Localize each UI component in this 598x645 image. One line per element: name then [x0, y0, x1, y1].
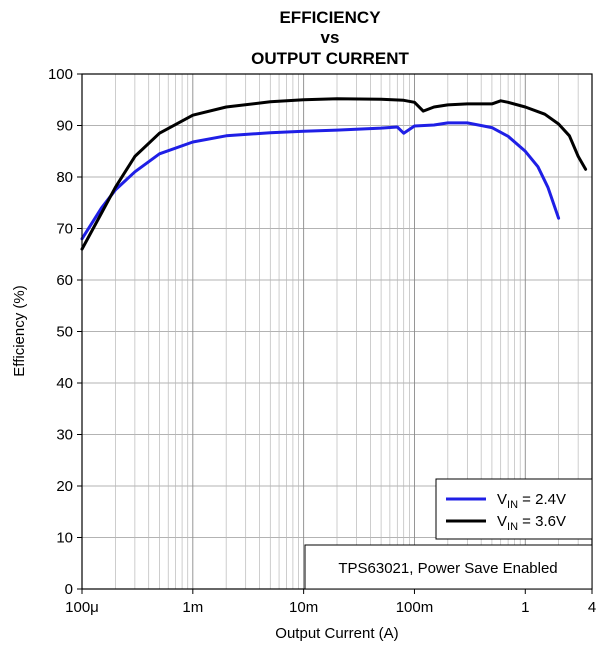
annotation: TPS63021, Power Save Enabled — [304, 544, 593, 590]
legend-label-1: VIN = 2.4V — [497, 491, 566, 511]
y-tick-label: 0 — [65, 581, 73, 598]
x-tick-label: 4 — [588, 599, 596, 616]
x-tick-label: 1m — [182, 599, 203, 616]
y-tick-label: 80 — [56, 169, 73, 186]
series-lines — [80, 97, 588, 251]
annotation-text: TPS63021, Power Save Enabled — [338, 560, 557, 577]
y-tick-label: 10 — [56, 530, 73, 547]
series-line-1 — [80, 121, 561, 241]
chart-title-line-3: OUTPUT CURRENT — [251, 49, 409, 68]
y-tick-label: 40 — [56, 375, 73, 392]
y-tick-label: 50 — [56, 324, 73, 341]
annotation-box — [304, 544, 593, 590]
series-line-2 — [80, 97, 588, 251]
x-tick-label: 10m — [289, 599, 318, 616]
chart-title-line-1: EFFICIENCY — [279, 8, 381, 27]
y-tick-label: 30 — [56, 427, 73, 444]
y-tick-label: 100 — [48, 66, 73, 83]
y-tick-label: 60 — [56, 272, 73, 289]
legend-box — [435, 478, 593, 540]
x-tick-label: 100m — [396, 599, 434, 616]
y-tick-label: 70 — [56, 221, 73, 238]
legend-label-2: VIN = 3.6V — [497, 513, 566, 533]
x-axis-ticks: 100μ 1m 10m 100m 1 4 — [65, 589, 596, 616]
y-axis-label: Efficiency (%) — [11, 285, 28, 376]
x-tick-label: 100μ — [65, 599, 99, 616]
chart-title-line-2: vs — [321, 28, 340, 47]
x-tick-label: 1 — [521, 599, 529, 616]
y-axis-ticks: 0 10 20 30 40 50 60 70 80 90 100 — [48, 66, 82, 598]
y-tick-label: 90 — [56, 118, 73, 135]
y-tick-label: 20 — [56, 478, 73, 495]
chart-title: EFFICIENCY vs OUTPUT CURRENT — [251, 8, 409, 68]
x-axis-label: Output Current (A) — [275, 625, 398, 642]
